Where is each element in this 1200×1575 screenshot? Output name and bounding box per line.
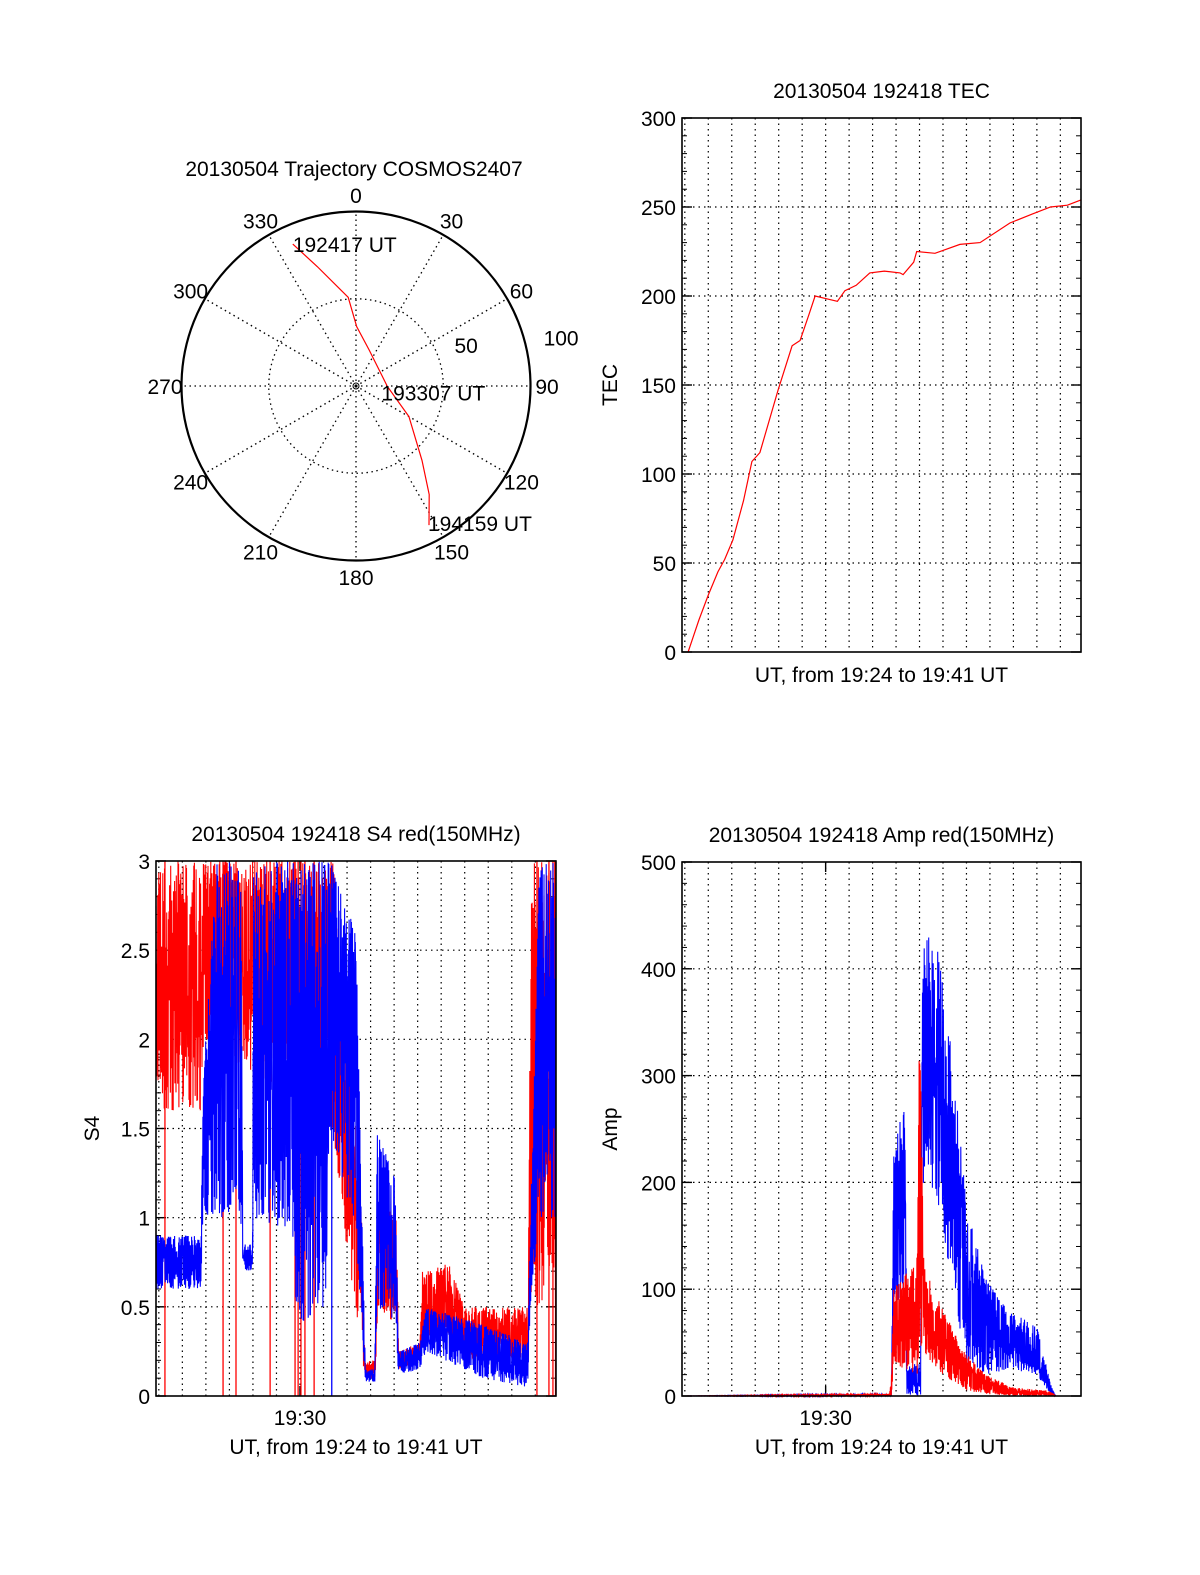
angle-label: 270 xyxy=(147,376,182,399)
grid-spoke xyxy=(204,385,357,474)
y-tick-label: 3 xyxy=(138,851,150,874)
tec-line xyxy=(687,199,1082,653)
trajectory-line xyxy=(292,243,430,526)
s4-blue-line xyxy=(155,861,557,1387)
center-marker xyxy=(352,382,360,390)
angle-label: 240 xyxy=(173,472,208,495)
y-tick-label: 50 xyxy=(653,553,676,576)
angle-label: 330 xyxy=(243,211,278,234)
y-tick-label: 400 xyxy=(641,959,676,982)
angle-label: 210 xyxy=(243,541,278,564)
y-tick-label: 250 xyxy=(641,197,676,220)
chart-title: 20130504 192418 TEC xyxy=(773,80,990,103)
radial-tick-label: 50 xyxy=(454,335,477,358)
angle-label: 300 xyxy=(173,281,208,304)
grid-ring xyxy=(268,298,444,474)
y-tick-label: 0.5 xyxy=(121,1297,150,1320)
plot-frame xyxy=(155,860,557,1397)
y-tick-label: 0 xyxy=(138,1386,150,1409)
angle-label: 0 xyxy=(350,185,362,208)
angle-label: 60 xyxy=(510,281,533,304)
s4-plot: 0 0.5 1 1.5 2 2.5 3 19:30 20130504 192418 S4 red… xyxy=(81,823,557,1459)
annotation-label: 194159 UT xyxy=(428,513,532,536)
angle-label: 120 xyxy=(504,472,539,495)
annotation-label: 192417 UT xyxy=(293,234,397,257)
tec-plot: 0 50 100 150 200 250 300 20130504 192418 TEC UT,… xyxy=(599,80,1082,687)
y-tick-label: 500 xyxy=(641,852,676,875)
y-tick-label: 200 xyxy=(641,1172,676,1195)
x-axis-label: UT, from 19:24 to 19:41 UT xyxy=(229,1436,482,1459)
y-axis-label: Amp xyxy=(599,1107,622,1150)
plot-frame xyxy=(681,861,1082,1397)
outer-circle xyxy=(180,210,532,562)
polar-trajectory-plot: 20130504 Trajectory COSMOS2407 50 100 0 30 60… xyxy=(147,158,578,590)
y-tick-label: 1.5 xyxy=(121,1119,150,1142)
y-tick-label: 300 xyxy=(641,1066,676,1089)
y-tick-label: 1 xyxy=(138,1208,150,1231)
y-tick-label: 0 xyxy=(664,642,676,665)
y-tick-label: 200 xyxy=(641,286,676,309)
x-axis-label: UT, from 19:24 to 19:41 UT xyxy=(755,1436,1008,1459)
grid-spoke xyxy=(355,385,508,474)
y-tick-label: 2 xyxy=(138,1029,150,1052)
y-tick-label: 2.5 xyxy=(121,940,150,963)
y-axis-label: TEC xyxy=(599,364,622,406)
grid-spoke xyxy=(268,234,357,387)
x-axis-label: UT, from 19:24 to 19:41 UT xyxy=(755,664,1008,687)
y-tick-label: 100 xyxy=(641,464,676,487)
plot-frame xyxy=(681,117,1082,653)
angle-label: 150 xyxy=(434,541,469,564)
grid-spoke xyxy=(204,298,357,387)
x-tick-label: 19:30 xyxy=(799,1407,852,1430)
grid-spoke xyxy=(355,234,444,387)
y-tick-label: 300 xyxy=(641,108,676,131)
x-tick-label: 19:30 xyxy=(274,1407,327,1430)
annotation-label: 193307 UT xyxy=(381,383,485,406)
y-tick-label: 150 xyxy=(641,375,676,398)
angle-label: 90 xyxy=(535,376,558,399)
grid-spoke xyxy=(355,298,508,387)
chart-title: 20130504 Trajectory COSMOS2407 xyxy=(185,158,522,181)
angle-label: 30 xyxy=(440,211,463,234)
radial-tick-label: 100 xyxy=(544,328,579,351)
y-axis-label: S4 xyxy=(81,1115,104,1141)
angle-label: 180 xyxy=(338,567,373,590)
chart-title: 20130504 192418 Amp red(150MHz) xyxy=(709,824,1055,847)
y-tick-label: 0 xyxy=(664,1386,676,1409)
y-tick-label: 100 xyxy=(641,1279,676,1302)
grid-spoke xyxy=(268,385,357,538)
chart-title: 20130504 192418 S4 red(150MHz) xyxy=(191,823,520,846)
amp-plot: 0 100 200 300 400 500 19:30 20130504 192418 Amp… xyxy=(599,824,1082,1459)
